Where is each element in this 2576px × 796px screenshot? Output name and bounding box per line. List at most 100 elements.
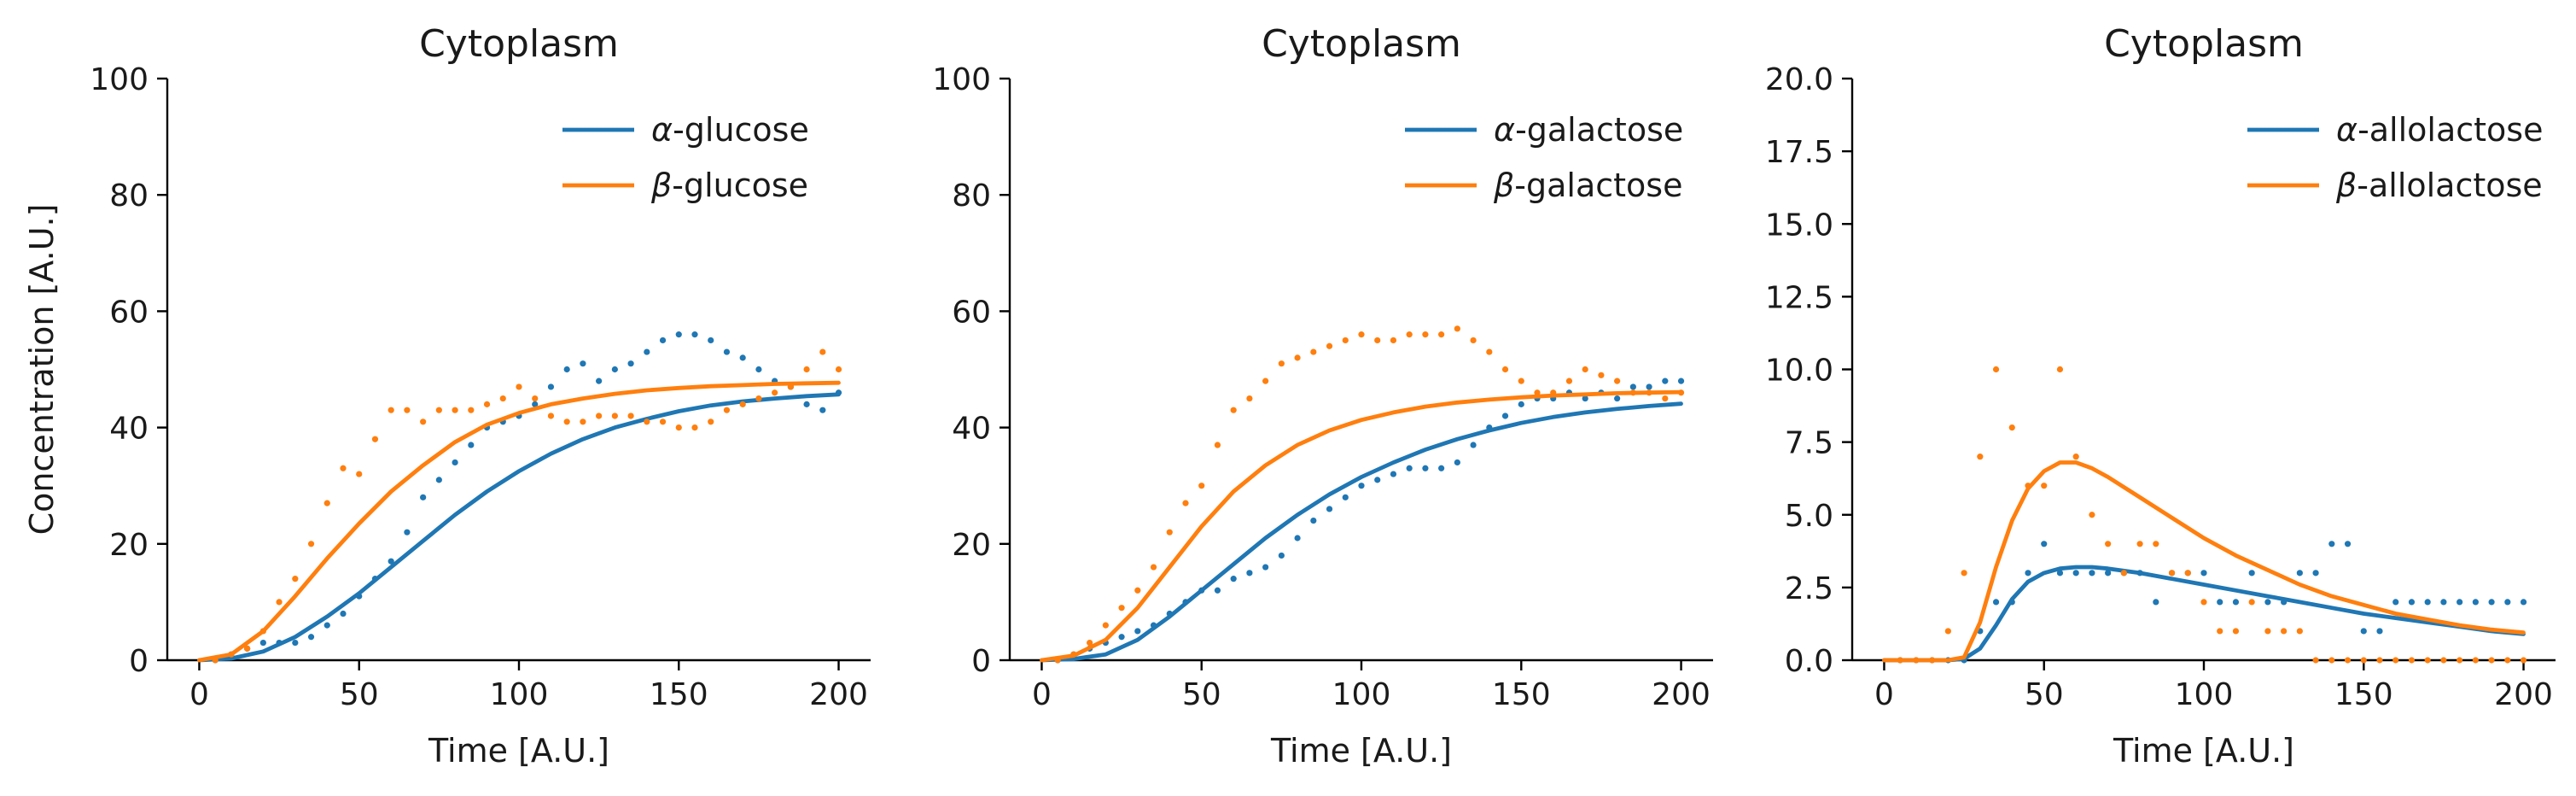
data-point bbox=[2089, 570, 2095, 577]
data-point bbox=[2424, 599, 2431, 606]
data-point bbox=[1486, 348, 1493, 355]
data-point bbox=[2041, 483, 2048, 489]
data-point bbox=[1134, 587, 1141, 594]
data-point bbox=[2424, 657, 2431, 664]
x-tick-label: 150 bbox=[650, 677, 708, 712]
data-point bbox=[1150, 564, 1157, 571]
data-point bbox=[2120, 570, 2127, 577]
legend-label: α-allolactose bbox=[2336, 111, 2544, 149]
data-point bbox=[580, 418, 586, 425]
data-point bbox=[307, 541, 315, 547]
x-tick-label: 100 bbox=[1332, 677, 1391, 712]
data-point bbox=[2328, 541, 2335, 547]
y-tick-label: 0 bbox=[971, 644, 991, 679]
data-point bbox=[803, 401, 810, 407]
data-point bbox=[1518, 401, 1524, 407]
data-point bbox=[468, 442, 475, 448]
series-glucose-beta bbox=[197, 348, 842, 664]
data-point bbox=[404, 529, 411, 536]
data-point bbox=[516, 383, 522, 390]
data-point bbox=[452, 459, 458, 466]
data-point bbox=[1454, 459, 1460, 466]
data-point bbox=[2376, 657, 2383, 664]
x-tick-label: 0 bbox=[1032, 677, 1052, 712]
x-axis-label: Time [A.U.] bbox=[1270, 732, 1452, 770]
data-point bbox=[2408, 599, 2416, 606]
y-tick-label: 12.5 bbox=[1765, 280, 1833, 315]
data-point bbox=[1614, 395, 1621, 402]
data-point bbox=[1961, 570, 1967, 577]
data-point bbox=[835, 366, 842, 373]
data-point bbox=[580, 360, 586, 367]
data-point bbox=[404, 407, 411, 413]
data-point bbox=[1406, 331, 1413, 338]
data-point bbox=[1246, 570, 1253, 577]
data-point bbox=[1470, 442, 1477, 448]
y-tick-label: 100 bbox=[932, 62, 991, 97]
data-point bbox=[1230, 407, 1237, 413]
data-point bbox=[1118, 605, 1125, 612]
data-point bbox=[2457, 599, 2463, 606]
y-tick-label: 20 bbox=[952, 528, 991, 563]
data-point bbox=[1646, 383, 1652, 390]
data-point bbox=[1214, 442, 1221, 448]
data-point bbox=[1374, 477, 1381, 483]
x-tick-label: 200 bbox=[2494, 677, 2553, 712]
x-tick-label: 0 bbox=[1874, 677, 1894, 712]
data-point bbox=[2232, 628, 2240, 635]
data-point bbox=[2136, 541, 2143, 547]
data-point bbox=[356, 471, 363, 477]
subplot-title: Cytoplasm bbox=[2104, 22, 2304, 66]
model-curve bbox=[197, 392, 841, 663]
data-point bbox=[772, 389, 778, 396]
data-point bbox=[259, 639, 266, 647]
data-point bbox=[644, 418, 650, 425]
data-point bbox=[675, 424, 682, 431]
data-point bbox=[2105, 570, 2112, 577]
data-point bbox=[2248, 599, 2255, 606]
data-point bbox=[819, 407, 826, 413]
data-point bbox=[1565, 378, 1573, 384]
legend-greek: β bbox=[1493, 167, 1514, 204]
data-point bbox=[1102, 622, 1109, 629]
data-point bbox=[323, 500, 330, 506]
data-point bbox=[1278, 552, 1285, 559]
data-point bbox=[755, 366, 762, 373]
data-point bbox=[2248, 570, 2255, 577]
legend-greek: β bbox=[650, 167, 672, 204]
y-tick-label: 2.5 bbox=[1785, 571, 1833, 606]
data-point bbox=[1438, 331, 1445, 338]
data-point bbox=[2504, 657, 2511, 664]
data-point bbox=[2360, 657, 2367, 664]
data-point bbox=[1438, 465, 1445, 471]
data-point bbox=[1166, 529, 1173, 536]
y-tick-label: 17.5 bbox=[1765, 135, 1833, 170]
data-point bbox=[2041, 541, 2048, 547]
data-point bbox=[1598, 372, 1605, 378]
y-tick-label: 5.0 bbox=[1785, 499, 1833, 534]
data-point bbox=[2153, 541, 2159, 547]
data-point bbox=[292, 576, 299, 582]
legend-suffix: -galactose bbox=[1515, 111, 1683, 149]
data-point bbox=[2408, 657, 2416, 664]
data-point bbox=[1118, 634, 1125, 641]
data-point bbox=[2089, 512, 2095, 518]
data-point bbox=[1134, 628, 1141, 635]
data-point bbox=[1390, 337, 1397, 344]
y-tick-label: 15.0 bbox=[1765, 208, 1833, 243]
data-point bbox=[1501, 366, 1509, 373]
model-curve bbox=[1040, 389, 1683, 663]
data-point bbox=[1629, 383, 1636, 390]
data-point bbox=[1422, 465, 1429, 471]
y-tick-label: 40 bbox=[109, 412, 149, 447]
x-axis-label: Time [A.U.] bbox=[2113, 732, 2294, 770]
data-point bbox=[563, 418, 570, 425]
y-tick-label: 0.0 bbox=[1785, 644, 1833, 679]
data-point bbox=[1294, 354, 1301, 361]
data-point bbox=[1992, 366, 2000, 373]
data-point bbox=[483, 401, 491, 407]
y-tick-label: 100 bbox=[90, 62, 149, 97]
data-point bbox=[1944, 628, 1951, 635]
data-point bbox=[244, 645, 251, 652]
